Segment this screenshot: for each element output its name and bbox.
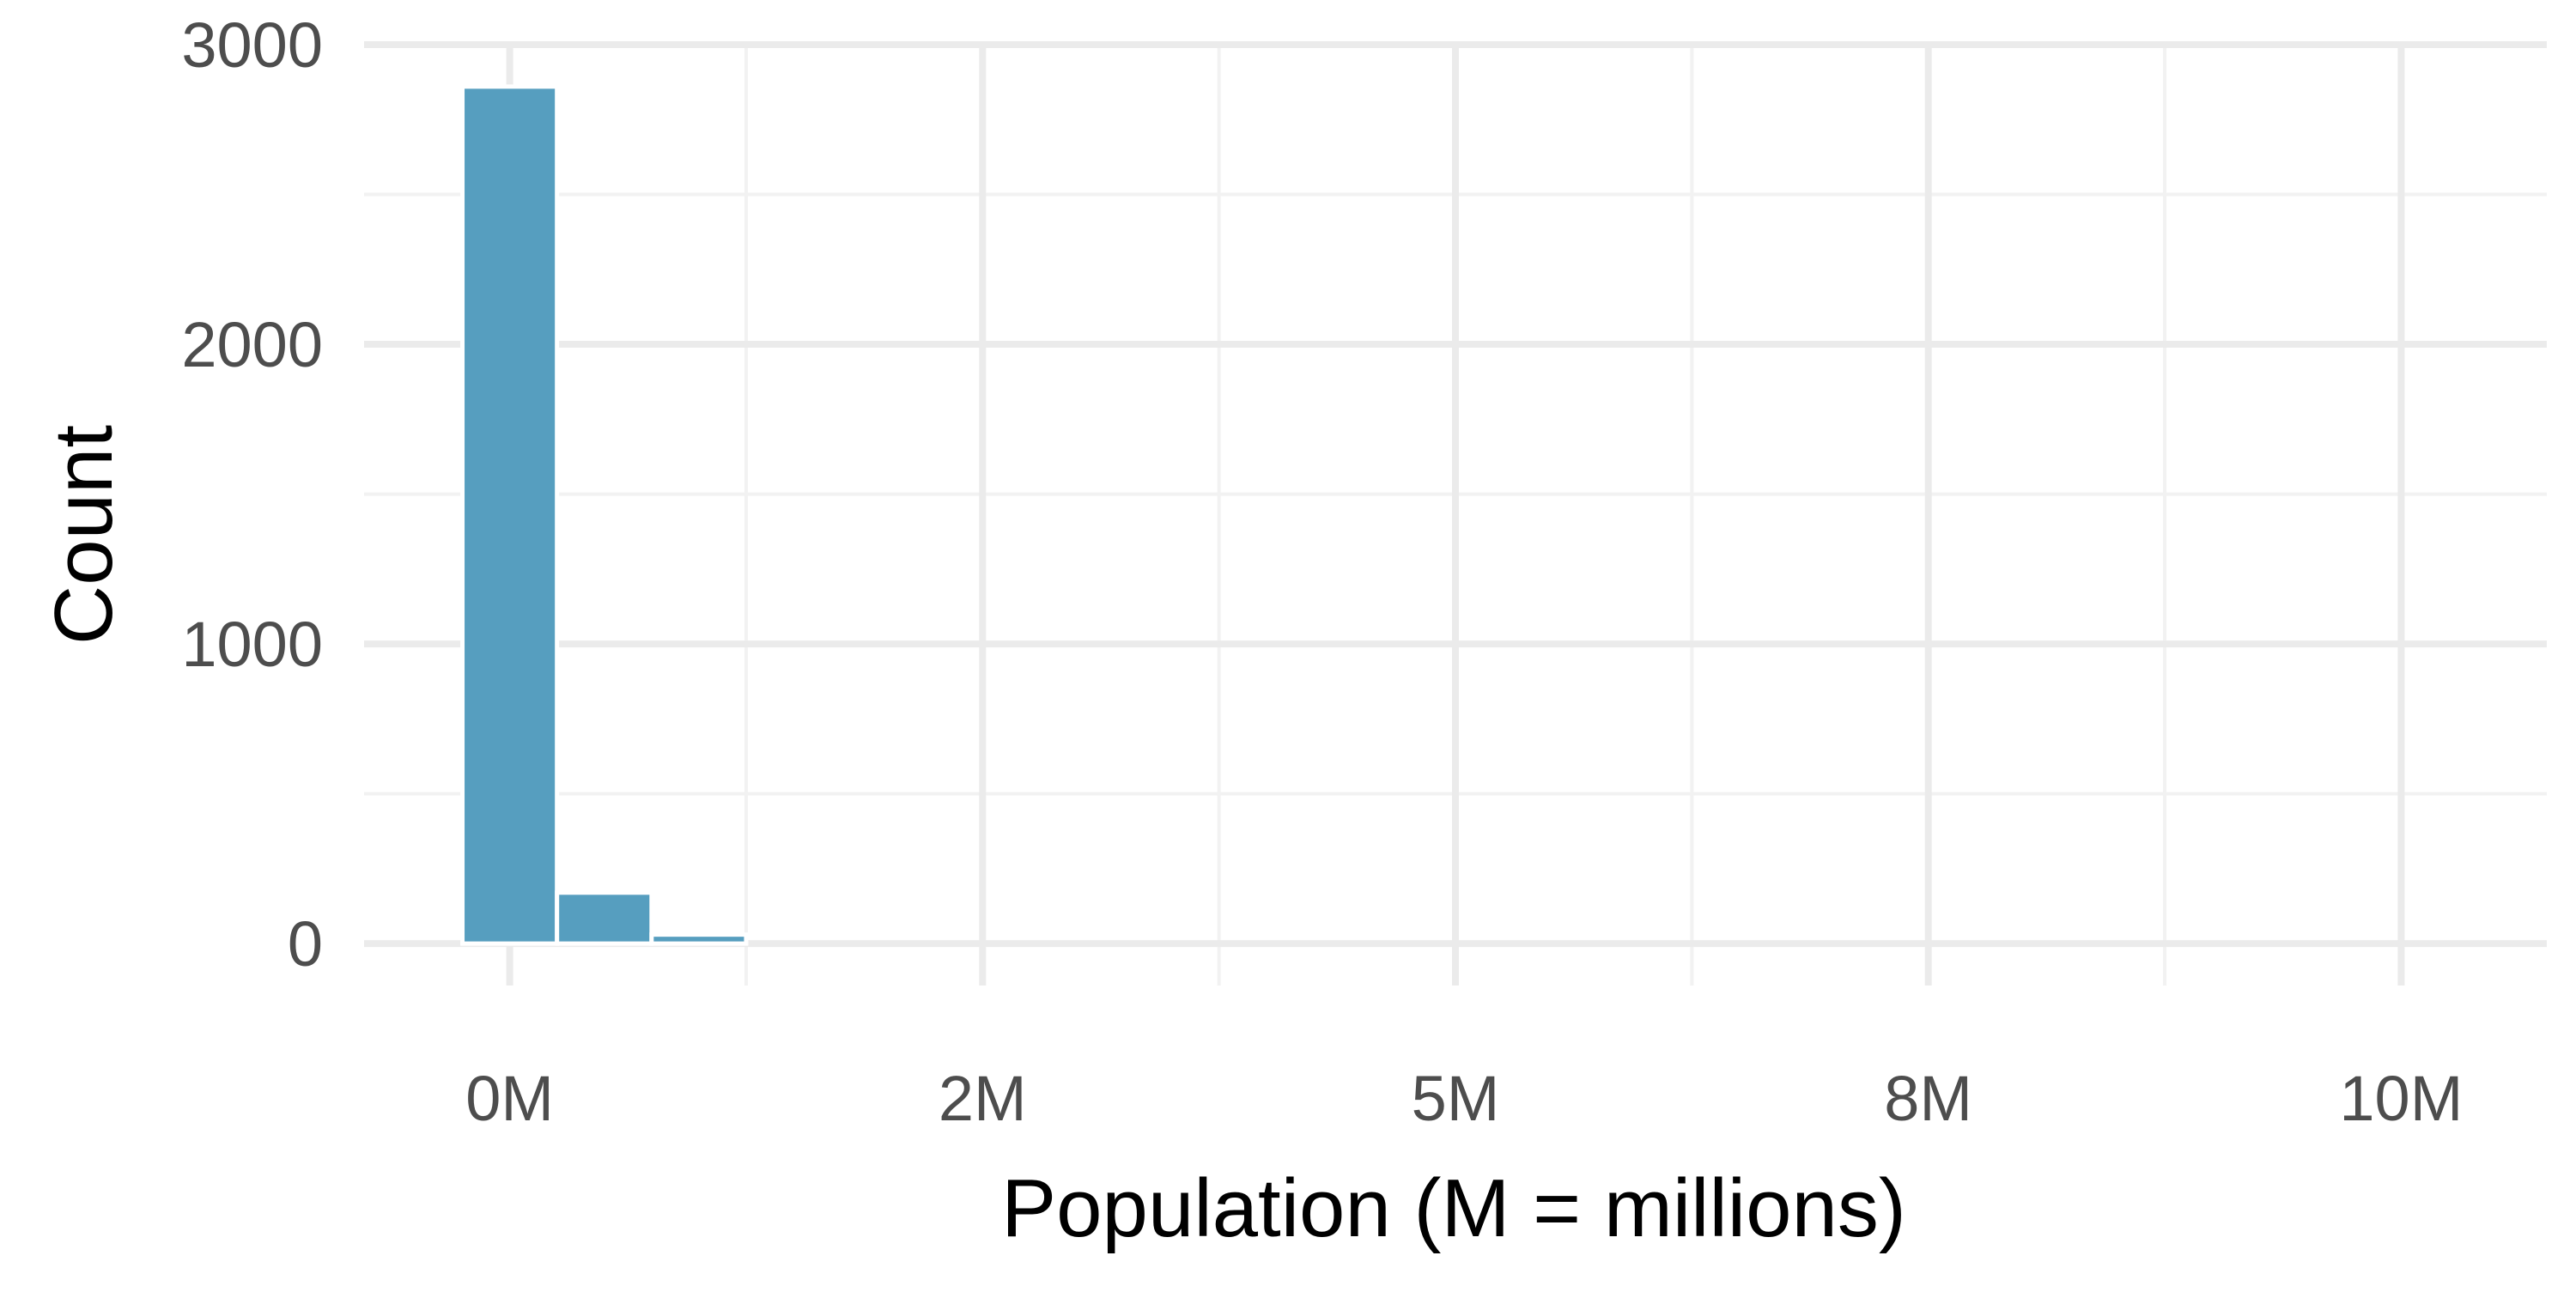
x-tick-label: 2M bbox=[939, 1063, 1027, 1134]
x-tick-label: 8M bbox=[1884, 1063, 1972, 1134]
y-axis-title: Count bbox=[38, 425, 130, 645]
y-tick-label: 0 bbox=[288, 908, 323, 980]
x-tick-label: 10M bbox=[2339, 1063, 2463, 1134]
x-tick-label: 0M bbox=[465, 1063, 554, 1134]
tick-label-layer: 0M 2M 5M 8M 10M 0 1000 2000 3000 bbox=[181, 9, 2463, 1134]
bar-layer bbox=[460, 84, 749, 946]
histogram-bar bbox=[649, 932, 749, 946]
y-tick-label: 3000 bbox=[181, 9, 323, 81]
histogram-bar bbox=[555, 890, 654, 946]
x-tick-label: 5M bbox=[1412, 1063, 1500, 1134]
histogram-bar bbox=[460, 84, 560, 946]
x-axis-title: Population (M = millions) bbox=[1001, 1162, 1906, 1254]
grid-layer bbox=[364, 41, 2547, 986]
y-tick-label: 1000 bbox=[181, 609, 323, 680]
y-tick-label: 2000 bbox=[181, 309, 323, 380]
